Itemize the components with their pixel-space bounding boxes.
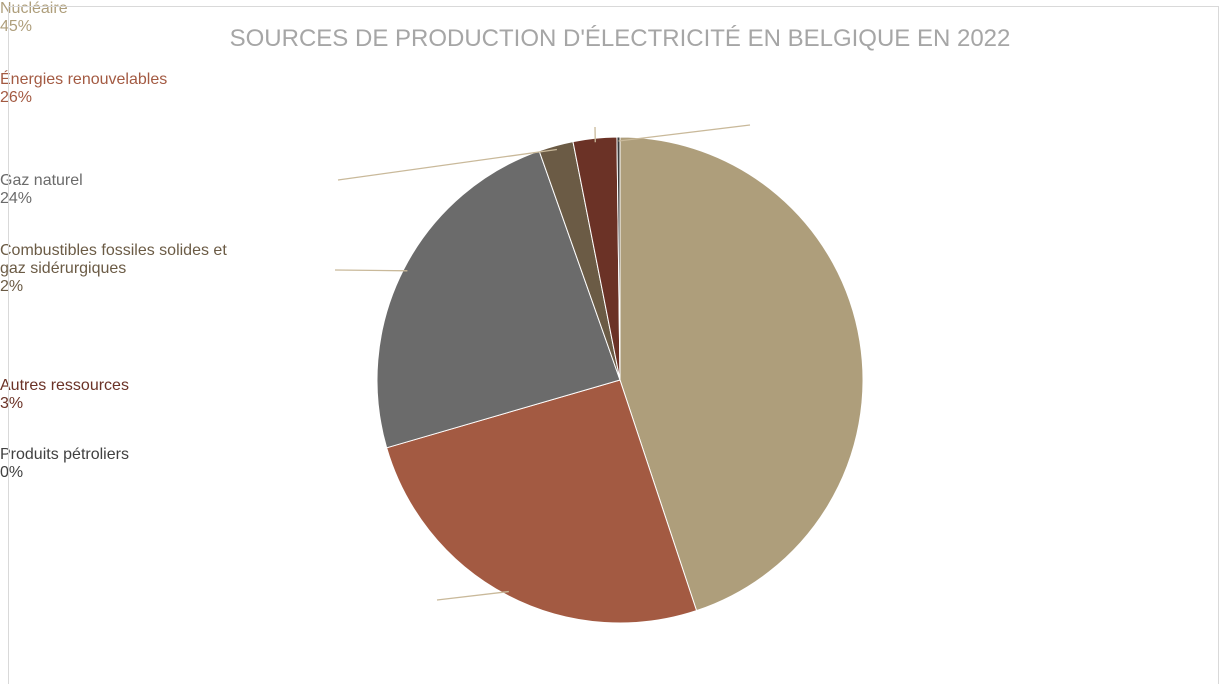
pie-slice (386, 379, 698, 624)
label-value: 2% (0, 278, 24, 295)
label-name: Gaz naturel (0, 172, 83, 189)
leader-line (618, 124, 751, 142)
label-name: Nucléaire (0, 0, 68, 17)
data-label: Autres ressources 3% (0, 377, 245, 446)
label-name: Autres ressources (0, 377, 129, 394)
chart-border (8, 6, 1219, 684)
chart-title: SOURCES DE PRODUCTION D'ÉLECTRICITÉ EN B… (230, 25, 1011, 52)
leader-line (337, 148, 558, 181)
data-label: Combustibles fossiles solides et gaz sid… (0, 242, 240, 377)
leader-line (334, 269, 408, 272)
data-label: Produits pétroliers 0% (0, 446, 248, 510)
pie-slice (616, 136, 621, 381)
pie-slice (376, 150, 621, 449)
pie-slice (619, 136, 864, 612)
label-value: 0% (0, 464, 24, 481)
label-value: 3% (0, 395, 24, 412)
label-name: Combustibles fossiles solides et gaz sid… (0, 242, 227, 277)
label-name: Produits pétroliers (0, 446, 129, 463)
label-name: Énergies renouvelables (0, 71, 168, 88)
leader-line (436, 590, 509, 601)
